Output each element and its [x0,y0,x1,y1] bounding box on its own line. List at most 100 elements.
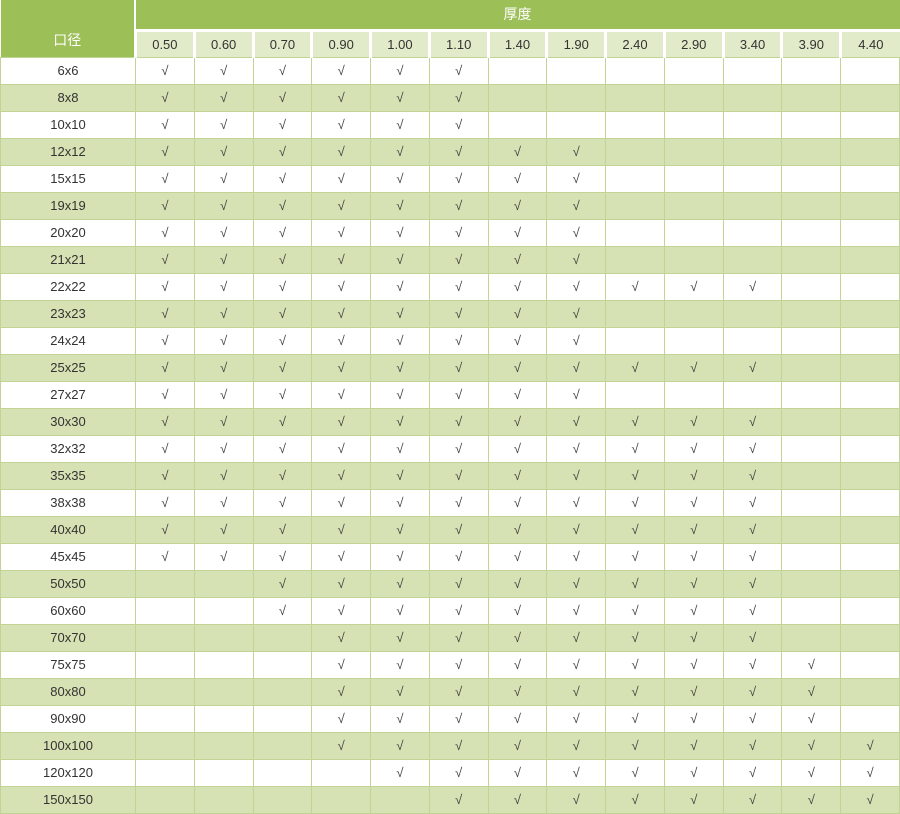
empty-cell [781,353,842,382]
size-label: 25x25 [0,353,136,382]
empty-cell [605,299,665,328]
empty-cell [193,623,254,652]
check-cell: √ [487,434,548,463]
size-label: 120x120 [0,758,136,787]
empty-cell [311,785,372,814]
empty-cell [781,596,842,625]
empty-cell [840,623,900,652]
check-cell: √ [546,704,607,733]
size-label: 60x60 [0,596,136,625]
check-cell: √ [663,542,724,571]
check-cell: √ [135,218,195,247]
table-row-40x40: 40x40 √ √ √ √ √ √ √ √ √ √ √ [0,515,900,544]
empty-cell [840,191,900,220]
check-cell: √ [135,488,195,517]
thickness-col-header-0.90: 0.90 [310,30,371,57]
empty-cell [840,407,900,436]
check-cell: √ [546,569,607,598]
check-cell: √ [487,353,548,382]
check-cell: √ [370,515,430,544]
size-label: 80x80 [0,677,136,706]
check-cell: √ [370,461,430,490]
check-cell: √ [370,569,430,598]
empty-cell [840,677,900,706]
check-cell: √ [428,704,489,733]
check-cell: √ [722,731,783,760]
empty-cell [663,83,724,112]
empty-cell [135,677,195,706]
check-cell: √ [311,488,372,517]
check-cell: √ [193,488,254,517]
check-cell: √ [722,596,783,625]
check-cell: √ [311,623,372,652]
size-label: 22x22 [0,272,136,301]
check-cell: √ [135,137,195,166]
table-row-90x90: 90x90 √ √ √ √ √ √ √ √ √ [0,704,900,733]
thickness-col-header-1.00: 1.00 [369,30,430,57]
empty-cell [487,110,548,139]
empty-cell [135,758,195,787]
check-cell: √ [605,704,665,733]
check-cell: √ [252,164,313,193]
check-cell: √ [252,137,313,166]
size-label: 23x23 [0,299,136,328]
table-row-60x60: 60x60 √ √ √ √ √ √ √ √ √ [0,596,900,625]
size-label: 10x10 [0,110,136,139]
check-cell: √ [252,83,313,112]
check-cell: √ [487,407,548,436]
check-cell: √ [722,272,783,301]
table-row-75x75: 75x75 √ √ √ √ √ √ √ √ √ [0,650,900,679]
check-cell: √ [722,353,783,382]
thickness-col-header-0.70: 0.70 [251,30,312,57]
size-label: 90x90 [0,704,136,733]
empty-cell [781,569,842,598]
check-cell: √ [605,677,665,706]
check-cell: √ [781,650,842,679]
check-cell: √ [781,758,842,787]
size-label: 15x15 [0,164,136,193]
thickness-col-header-1.40: 1.40 [486,30,547,57]
check-cell: √ [487,164,548,193]
thickness-values-row: 0.50 0.60 0.70 0.90 1.00 1.10 1.40 1.90 2.40 2.90… [1,30,900,57]
check-cell: √ [840,785,900,814]
check-cell: √ [605,650,665,679]
size-label: 27x27 [0,380,136,409]
check-cell: √ [252,596,313,625]
table-row-150x150: 150x150 √ √ √ √ √ √ √ √ [0,785,900,814]
check-cell: √ [311,461,372,490]
check-cell: √ [428,299,489,328]
table-row-10x10: 10x10 √ √ √ √ √ √ [0,110,900,139]
empty-cell [252,704,313,733]
check-cell: √ [311,353,372,382]
size-label: 75x75 [0,650,136,679]
empty-cell [840,83,900,112]
empty-cell [840,650,900,679]
check-cell: √ [546,218,607,247]
table-row-6x6: 6x6 √ √ √ √ √ √ [0,56,900,85]
empty-cell [135,623,195,652]
check-cell: √ [546,353,607,382]
empty-cell [840,218,900,247]
check-cell: √ [605,434,665,463]
check-cell: √ [370,407,430,436]
empty-cell [781,218,842,247]
check-cell: √ [252,353,313,382]
table-row-45x45: 45x45 √ √ √ √ √ √ √ √ √ √ √ [0,542,900,571]
check-cell: √ [311,515,372,544]
check-cell: √ [311,299,372,328]
empty-cell [840,353,900,382]
empty-cell [546,56,607,85]
check-cell: √ [428,650,489,679]
check-cell: √ [428,596,489,625]
check-cell: √ [546,488,607,517]
check-cell: √ [546,623,607,652]
empty-cell [722,191,783,220]
empty-cell [663,164,724,193]
size-label: 50x50 [0,569,136,598]
empty-cell [840,110,900,139]
check-cell: √ [605,407,665,436]
check-cell: √ [546,326,607,355]
check-cell: √ [487,488,548,517]
thickness-col-header-2.40: 2.40 [604,30,665,57]
check-cell: √ [428,488,489,517]
